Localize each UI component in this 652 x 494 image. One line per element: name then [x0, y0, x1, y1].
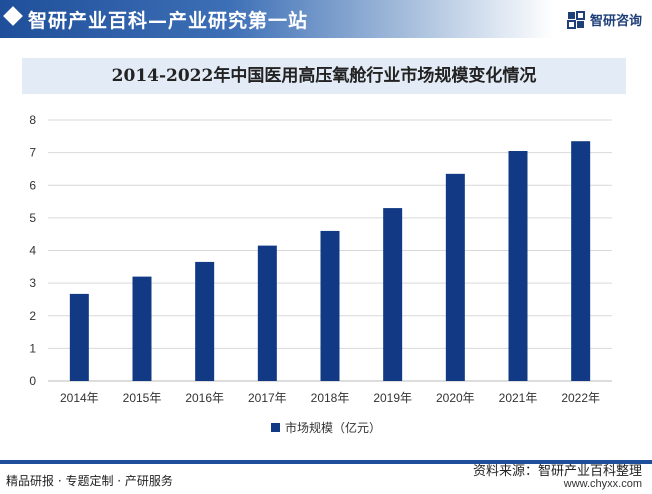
- header-banner: 智研产业百科—产业研究第一站 智研咨询: [0, 0, 652, 38]
- x-tick-label: 2021年: [499, 391, 538, 405]
- bars: [69, 141, 591, 381]
- bar: [69, 293, 89, 381]
- footer-rule: [0, 460, 652, 464]
- x-tick-label: 2018年: [311, 391, 350, 405]
- x-tick-label: 2022年: [561, 391, 600, 405]
- x-tick-label: 2016年: [185, 391, 224, 405]
- bar: [571, 141, 591, 381]
- y-tick-label: 0: [29, 374, 36, 388]
- bar: [383, 208, 403, 381]
- zhiyan-logo-icon: [566, 10, 585, 29]
- y-tick-label: 4: [29, 244, 36, 258]
- y-tick-label: 7: [29, 146, 36, 160]
- header-title: 智研产业百科—产业研究第一站: [28, 10, 309, 32]
- y-tick-label: 8: [29, 113, 36, 127]
- bar: [195, 261, 215, 381]
- legend: 市场规模（亿元）: [0, 419, 652, 436]
- footer-source: 资料来源：智研产业百科整理: [472, 464, 642, 479]
- x-axis-ticks: 2014年 2015年 2016年 2017年 2018年 2019年 2020年 2021年…: [60, 391, 600, 405]
- x-tick-label: 2019年: [373, 391, 412, 405]
- bar: [445, 173, 465, 381]
- bar: [320, 230, 340, 381]
- bar: [257, 245, 277, 381]
- x-tick-label: 2015年: [123, 391, 162, 405]
- x-tick-label: 2014年: [60, 391, 99, 405]
- chart-title: 2014-2022年中国医用高压氧舱行业市场规模变化情况: [111, 66, 537, 86]
- y-tick-label: 1: [29, 341, 36, 355]
- y-tick-label: 5: [29, 211, 36, 225]
- legend-swatch: [270, 423, 280, 432]
- footer-url[interactable]: www.chyxx.com: [563, 478, 642, 490]
- legend-label: 市场规模（亿元）: [284, 421, 381, 435]
- y-tick-label: 2: [29, 309, 36, 323]
- x-tick-label: 2020年: [436, 391, 475, 405]
- brand-name: 智研咨询: [589, 14, 642, 29]
- footer: 精品研报 · 专题定制 · 产研服务 资料来源：智研产业百科整理 www.chy…: [0, 460, 652, 494]
- bar: [132, 276, 152, 381]
- y-tick-label: 6: [29, 178, 36, 192]
- bar: [508, 150, 528, 381]
- footer-services: 精品研报 · 专题定制 · 产研服务: [6, 474, 173, 488]
- brand[interactable]: 智研咨询: [566, 10, 642, 29]
- y-axis-ticks: 0 1 2 3 4 5 6 7 8: [29, 113, 36, 388]
- chart-title-box: 2014-2022年中国医用高压氧舱行业市场规模变化情况: [22, 58, 626, 94]
- y-tick-label: 3: [29, 276, 36, 290]
- x-tick-label: 2017年: [248, 391, 287, 405]
